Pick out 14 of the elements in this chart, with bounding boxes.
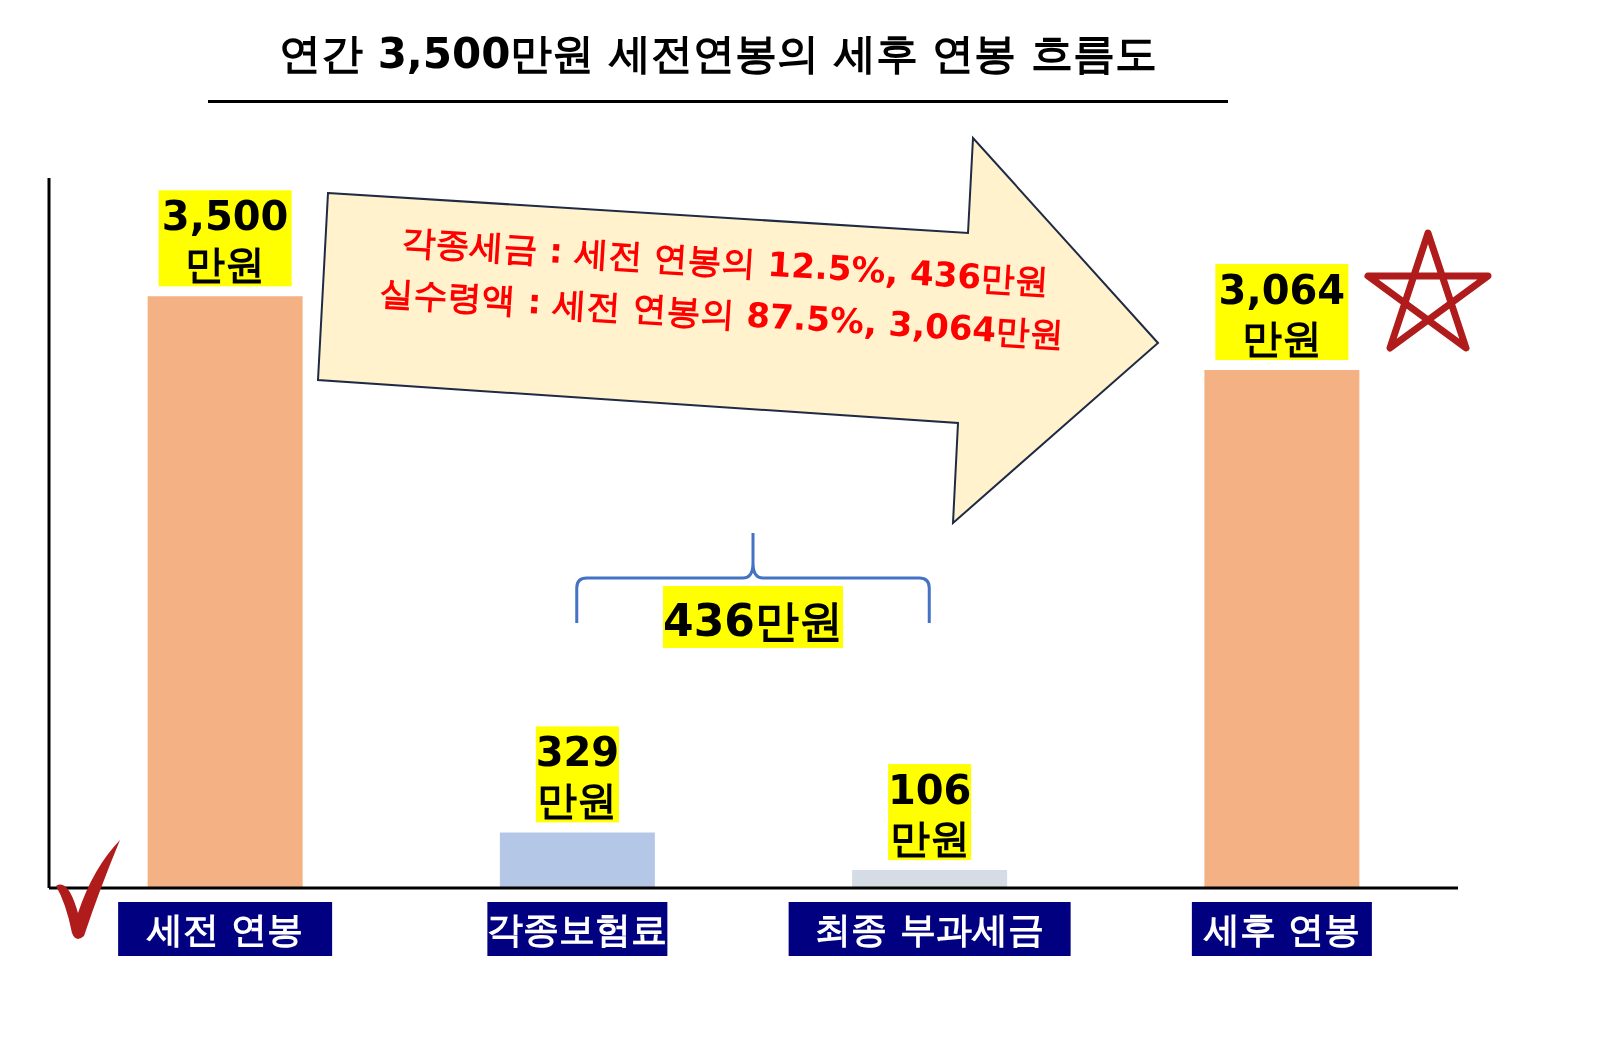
annotation: 436만원: [663, 595, 843, 646]
bar: [1204, 370, 1360, 888]
x-tick-label: 세전 연봉: [145, 909, 304, 950]
data-label: 3,500 만원: [161, 193, 289, 288]
data-label: 3,064 만원: [1218, 267, 1346, 362]
bar: [852, 870, 1008, 888]
chart-title: 연간 3,500만원 세전연봉의 세후 연봉 흐름도: [208, 26, 1228, 103]
x-tick-label: 각종보험료: [487, 909, 668, 950]
x-tick-label: 최종 부과세금: [815, 909, 1044, 950]
x-tick-label: 세후 연봉: [1202, 909, 1361, 950]
bar: [499, 832, 655, 888]
data-label: 106 만원: [887, 767, 972, 862]
data-label: 329 만원: [535, 729, 620, 824]
bar: [147, 296, 303, 888]
